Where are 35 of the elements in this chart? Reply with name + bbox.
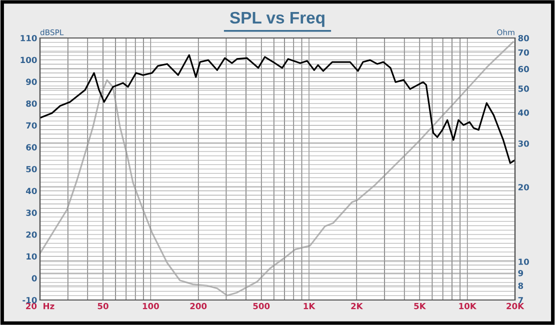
y-tick-label: 0 xyxy=(32,275,37,282)
y-tick-label: 110 xyxy=(20,34,37,42)
y-tick-label: 7 xyxy=(518,297,523,304)
y-tick-label: 50 xyxy=(26,166,37,172)
y-tick-label: 70 xyxy=(26,122,37,129)
x-tick-label: 500 xyxy=(253,302,270,310)
y-tick-label: 30 xyxy=(518,140,529,147)
y-tick-label: 20 xyxy=(26,231,37,238)
chart-title: SPL vs Freq xyxy=(230,12,324,27)
y-tick-label: 10 xyxy=(26,253,37,260)
x-tick-label: 50 xyxy=(98,302,108,310)
y-tick-label: 70 xyxy=(518,49,529,56)
y-tick-label: 30 xyxy=(26,210,37,216)
y-tick-label: 20 xyxy=(518,184,529,190)
x-tick-label: 200 xyxy=(190,302,207,310)
y-tick-label: 100 xyxy=(20,56,37,64)
x-tick-label: 1K xyxy=(304,303,316,310)
x-tick-label: 20K xyxy=(506,302,524,310)
y-tick-label: 80 xyxy=(26,100,37,107)
x-tick-label: 100 xyxy=(142,302,159,310)
y-tick-label: 9 xyxy=(518,270,524,276)
y-tick-label: 8 xyxy=(518,282,524,289)
x-tick-label: 2K xyxy=(351,302,364,310)
y-tick-label: 60 xyxy=(26,144,37,150)
x-tick-label: 20 Hz xyxy=(26,302,54,310)
y-tick-label: 90 xyxy=(26,78,37,85)
y-tick-label: 60 xyxy=(518,66,529,72)
x-tick-label: 5K xyxy=(414,303,426,310)
y-tick-label: 40 xyxy=(518,110,529,116)
y-tick-label: 10 xyxy=(518,258,529,265)
y-tick-label: 50 xyxy=(518,86,529,92)
y-tick-label: -10 xyxy=(22,296,37,304)
y-tick-label: 80 xyxy=(518,34,529,42)
y-tick-label: 40 xyxy=(26,188,37,194)
x-tick-label: 10K xyxy=(459,302,477,310)
